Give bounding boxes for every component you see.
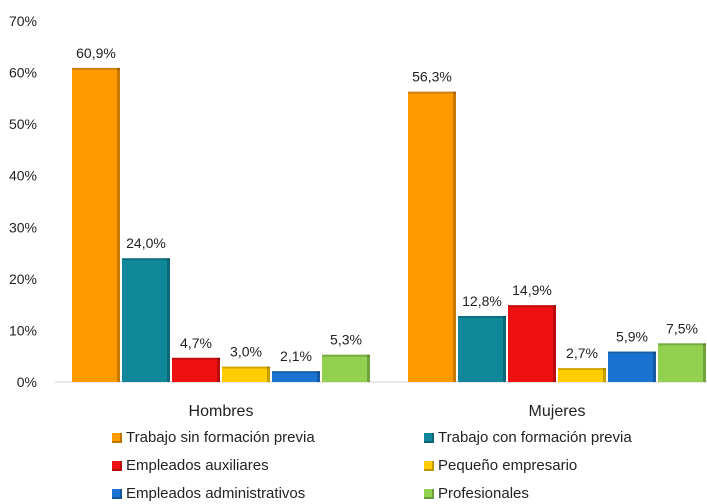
bar xyxy=(272,371,320,382)
bar-top-edge xyxy=(658,343,706,346)
bar-shade xyxy=(267,366,270,382)
bar-top-edge xyxy=(322,354,370,357)
legend-swatch xyxy=(424,432,434,443)
bar-top-edge xyxy=(458,315,506,318)
bar-top-edge xyxy=(172,357,220,360)
bar xyxy=(72,67,120,383)
legend-swatch xyxy=(424,488,434,499)
data-label: 24,0% xyxy=(126,235,166,251)
legend-item: Profesionales xyxy=(424,485,529,502)
y-tick-label: 70% xyxy=(9,13,37,29)
legend-swatch xyxy=(112,432,122,443)
bar-top-edge xyxy=(72,67,120,70)
y-tick-label: 0% xyxy=(17,374,37,390)
bar-top-edge xyxy=(408,91,456,94)
data-label: 2,1% xyxy=(280,348,312,364)
bar-top-edge xyxy=(222,366,270,369)
legend-item: Pequeño empresario xyxy=(424,457,577,474)
bar-shade xyxy=(217,357,220,382)
bar-shade xyxy=(367,354,370,382)
y-tick-label: 10% xyxy=(9,322,37,338)
bar-shade xyxy=(317,371,320,382)
bar xyxy=(222,366,270,382)
y-tick-label: 50% xyxy=(9,116,37,132)
legend-item: Trabajo con formación previa xyxy=(424,429,632,446)
bar-top-edge xyxy=(608,351,656,354)
legend-item: Empleados auxiliares xyxy=(112,457,269,474)
x-category-label: Mujeres xyxy=(529,403,586,420)
bar xyxy=(658,343,706,382)
bar xyxy=(172,357,220,382)
x-category-label: Hombres xyxy=(189,403,254,420)
data-label: 12,8% xyxy=(462,293,502,309)
bar xyxy=(608,351,656,382)
y-tick-label: 40% xyxy=(9,168,37,184)
legend-label: Profesionales xyxy=(438,485,529,502)
legend-swatch xyxy=(112,488,122,499)
bar xyxy=(508,305,556,382)
data-label: 2,7% xyxy=(566,345,598,361)
data-label: 7,5% xyxy=(666,320,698,336)
bar-shade xyxy=(703,343,706,382)
legend-item: Empleados administrativos xyxy=(112,485,305,502)
y-axis: 0% 10% 20% 30% 40% 50% 60% 70% xyxy=(9,13,37,390)
bar-shade xyxy=(117,67,120,383)
legend: Trabajo sin formación previa Trabajo con … xyxy=(0,424,707,504)
bar-shade xyxy=(603,368,606,382)
y-tick-label: 30% xyxy=(9,219,37,235)
legend-label: Empleados auxiliares xyxy=(126,457,269,474)
bar xyxy=(408,91,456,382)
data-label: 56,3% xyxy=(412,69,452,85)
bar xyxy=(558,368,606,382)
data-label: 14,9% xyxy=(512,282,552,298)
data-label: 4,7% xyxy=(180,335,212,351)
legend-label: Empleados administrativos xyxy=(126,485,306,502)
bar-top-edge xyxy=(508,305,556,308)
bar xyxy=(322,354,370,382)
y-tick-label: 20% xyxy=(9,271,37,287)
bar xyxy=(122,258,170,382)
bar-chart: 0% 10% 20% 30% 40% 50% 60% 70% 60,9% 56,3% 24,0% 1… xyxy=(9,13,707,420)
legend-label: Trabajo sin formación previa xyxy=(126,429,315,446)
y-tick-label: 60% xyxy=(9,65,37,81)
legend-swatch xyxy=(112,460,122,471)
bar-top-edge xyxy=(558,368,606,371)
bar-shade xyxy=(553,305,556,382)
legend-label: Trabajo con formación previa xyxy=(438,429,632,446)
bar-top-edge xyxy=(272,371,320,374)
data-label: 5,3% xyxy=(330,332,362,348)
bar-shade xyxy=(453,91,456,382)
bar-shade xyxy=(167,258,170,382)
bar-top-edge xyxy=(122,258,170,261)
legend-item: Trabajo sin formación previa xyxy=(112,429,315,446)
x-axis: Hombres Mujeres xyxy=(189,403,586,420)
data-label: 60,9% xyxy=(76,45,116,61)
data-label: 5,9% xyxy=(616,329,648,345)
legend-label: Pequeño empresario xyxy=(438,457,578,474)
data-label: 3,0% xyxy=(230,344,262,360)
bar-shade xyxy=(653,351,656,382)
bars: 60,9% 56,3% 24,0% 12,8% 4,7% 14,9% 3,0% 2,7% 2,1… xyxy=(72,45,706,383)
bar xyxy=(458,315,506,382)
bar-shade xyxy=(503,315,506,382)
legend-swatch xyxy=(424,460,434,471)
